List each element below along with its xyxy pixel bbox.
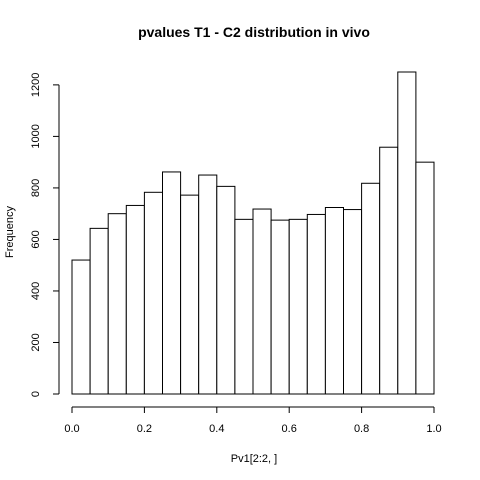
histogram-bar-6 [180,194,200,395]
x-tick-label-3: 0.6 [282,423,297,435]
y-axis: 0 200 400 600 800 1000 1200 [30,73,60,397]
histogram-bar-14 [324,207,344,395]
histogram-bar-13 [306,213,326,395]
y-axis-label: Frequency [4,206,16,258]
histogram-bar-15 [343,209,363,395]
x-tick-label-2: 0.4 [209,423,224,435]
histogram-bar-10 [252,208,272,395]
histogram-bar-8 [216,185,236,395]
x-tick-label-1: 0.2 [137,423,152,435]
histogram-bar-1 [89,227,109,395]
y-tick-label-0: 0 [30,391,42,397]
y-tick-label-6: 1200 [30,73,42,97]
y-tick-label-4: 800 [30,179,42,197]
y-tick-label-5: 1000 [30,124,42,148]
x-axis: 0.0 0.2 0.4 0.6 0.8 1.0 [64,406,442,435]
histogram-bar-3 [125,204,145,395]
x-axis-label: Pv1[2:2, ] [231,453,277,465]
histogram-bar-7 [198,174,218,395]
histogram-bar-2 [107,213,127,395]
x-tick-label-5: 1.0 [426,423,441,435]
chart-title: pvalues T1 - C2 distribution in vivo [138,24,370,40]
histogram-bar-4 [143,191,163,395]
histogram-bars [71,71,435,395]
y-tick-label-2: 400 [30,282,42,300]
histogram-bar-11 [270,219,290,395]
y-tick-label-1: 200 [30,333,42,351]
histogram-bar-5 [162,171,182,395]
histogram-bar-17 [379,146,399,395]
histogram-bar-18 [397,71,417,395]
histogram-bar-12 [288,218,308,395]
y-tick-label-3: 600 [30,230,42,248]
histogram-bar-0 [71,259,91,395]
histogram-bar-16 [361,182,381,395]
x-tick-label-4: 0.8 [354,423,369,435]
histogram-bar-9 [234,218,254,395]
histogram-bar-19 [415,161,435,395]
x-tick-label-0: 0.0 [64,423,79,435]
